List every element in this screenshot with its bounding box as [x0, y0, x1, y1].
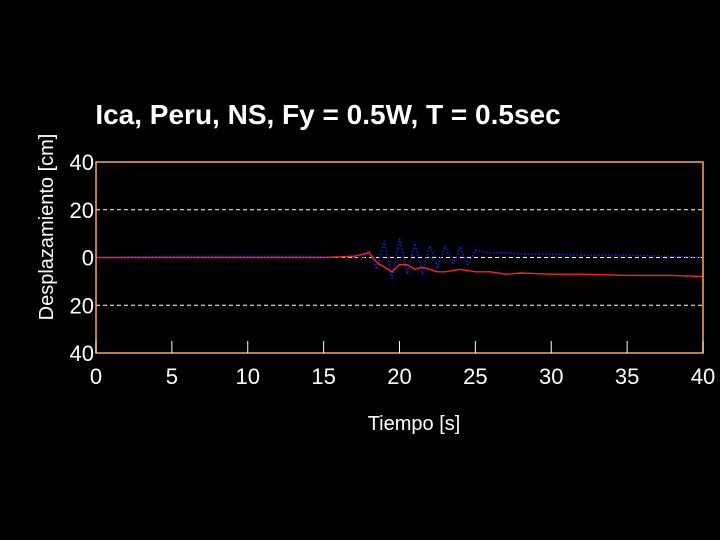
x-axis-ticks: 0 5 10 15 20 25 30 35 40 [90, 341, 715, 389]
x-tick-label: 0 [90, 364, 102, 389]
x-tick-label: 15 [311, 364, 335, 389]
y-tick-label: 0 [82, 246, 94, 271]
series-line-1 [95, 238, 704, 280]
x-tick-label: 30 [539, 364, 563, 389]
y-axis-ticks: 40 20 0 20 40 [70, 150, 94, 366]
y-tick-label: 20 [70, 293, 94, 318]
y-axis-label: Desplazamiento [cm] [36, 134, 58, 321]
series-line-2 [96, 251, 704, 278]
y-tick-label: 40 [70, 150, 94, 175]
x-tick-label: 10 [236, 364, 260, 389]
x-tick-label: 35 [615, 364, 639, 389]
y-tick-label: 40 [70, 341, 94, 366]
y-tick-label: 20 [70, 198, 94, 223]
x-tick-label: 20 [387, 364, 411, 389]
x-tick-label: 25 [463, 364, 487, 389]
x-axis-label: Tiempo [s] [368, 413, 461, 435]
x-tick-label: 40 [691, 364, 715, 389]
plot-series [95, 238, 704, 280]
x-tick-label: 5 [166, 364, 178, 389]
chart-title: Ica, Peru, NS, Fy = 0.5W, T = 0.5sec [95, 99, 560, 130]
